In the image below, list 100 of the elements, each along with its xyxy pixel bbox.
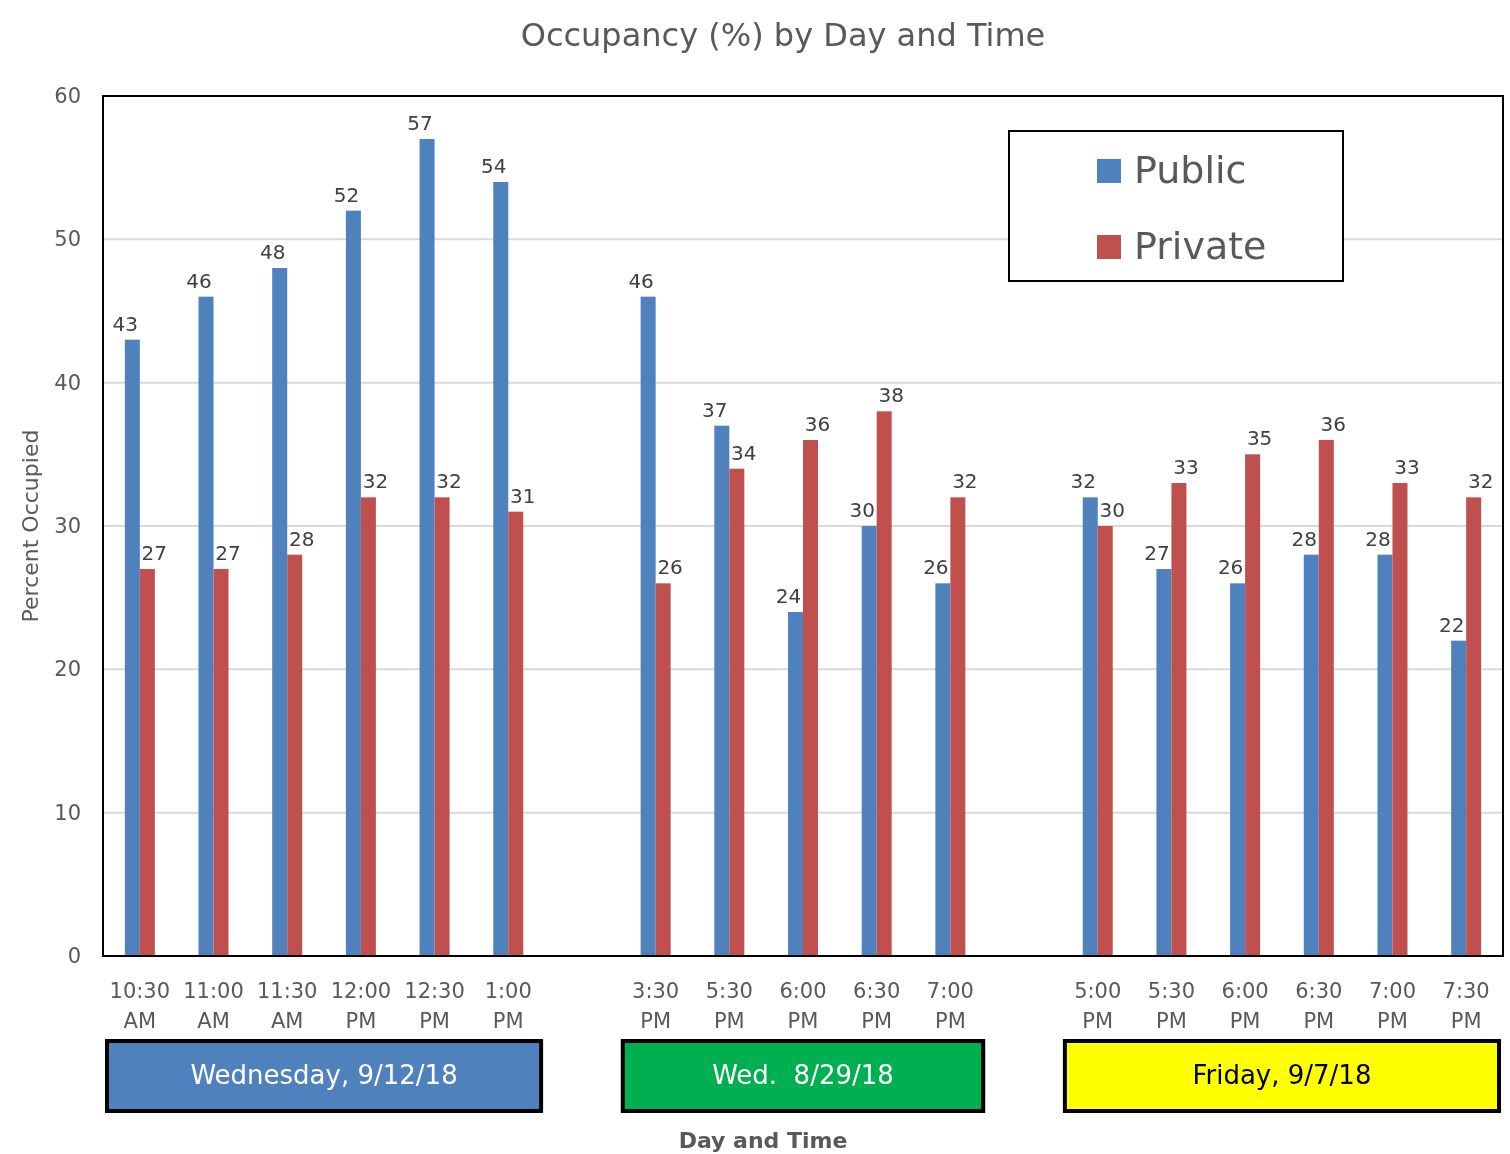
data-label: 26 xyxy=(657,555,683,580)
data-label: 36 xyxy=(1320,412,1347,436)
bar xyxy=(360,497,376,956)
x-tick-label: 6:00 PM xyxy=(1221,979,1269,1033)
data-label: 38 xyxy=(878,383,904,408)
data-label: 24 xyxy=(775,584,802,608)
bar xyxy=(493,182,509,956)
y-tick-label: 10 xyxy=(54,800,81,825)
bar xyxy=(124,339,140,956)
bar xyxy=(861,526,877,956)
data-label: 22 xyxy=(1438,612,1465,637)
data-label: 27 xyxy=(215,541,241,565)
y-axis-title: Percent Occupied xyxy=(18,429,43,623)
bar xyxy=(714,425,730,956)
bar xyxy=(1171,483,1187,956)
bar xyxy=(655,583,671,956)
bar xyxy=(1377,554,1393,956)
x-tick-label: 7:00 PM xyxy=(926,979,974,1033)
bar xyxy=(935,583,951,956)
bar xyxy=(1097,526,1113,956)
data-label: 30 xyxy=(849,498,875,522)
bar xyxy=(508,511,524,956)
bar xyxy=(1156,569,1172,956)
data-label: 32 xyxy=(362,469,389,494)
x-tick-label: 3:30 PM xyxy=(632,979,680,1033)
data-label: 34 xyxy=(731,440,757,465)
data-label: 33 xyxy=(1173,455,1199,479)
y-tick-label: 30 xyxy=(54,514,81,538)
bar xyxy=(1303,554,1319,956)
data-label: 33 xyxy=(1394,455,1420,479)
data-label: 30 xyxy=(1099,498,1125,522)
text: Wed. 8/29/18 xyxy=(712,1060,894,1090)
x-tick-label: 6:30 PM xyxy=(853,979,901,1033)
y-tick-label: 60 xyxy=(54,84,81,108)
bar xyxy=(213,569,229,956)
data-label: 31 xyxy=(510,483,536,508)
x-tick-label: 12:00 PM xyxy=(330,979,392,1033)
data-label: 52 xyxy=(333,182,360,207)
bar xyxy=(876,411,892,956)
x-tick-label: 1:00 PM xyxy=(484,979,532,1033)
x-tick-label: 10:30 AM xyxy=(109,979,171,1033)
bar xyxy=(1230,583,1246,956)
text: Friday, 9/7/18 xyxy=(1192,1060,1372,1090)
bar xyxy=(345,210,361,956)
bar xyxy=(287,554,303,956)
x-tick-label: 12:30 PM xyxy=(404,979,465,1033)
chart-title: Occupancy (%) by Day and Time xyxy=(520,16,1046,54)
data-label: 32 xyxy=(1070,469,1096,494)
x-axis-title: Day and Time xyxy=(678,1128,848,1153)
x-tick-label: 6:30 PM xyxy=(1295,979,1343,1033)
x-tick-label: 11:00 AM xyxy=(183,979,244,1033)
data-label: 57 xyxy=(407,111,433,135)
data-label: 27 xyxy=(1144,541,1170,565)
x-tick-label: 5:00 PM xyxy=(1074,979,1122,1033)
bar xyxy=(729,468,745,956)
data-label: 37 xyxy=(702,397,728,422)
bar xyxy=(198,296,214,956)
x-tick-label: 5:30 PM xyxy=(1147,979,1196,1033)
bar xyxy=(1392,483,1408,956)
bar xyxy=(1466,497,1482,956)
data-label: 28 xyxy=(1291,526,1318,551)
bar xyxy=(788,612,803,956)
bar xyxy=(1451,640,1467,956)
data-label: 48 xyxy=(259,240,286,264)
x-tick-label: 11:30 AM xyxy=(256,979,318,1033)
legend-label: Public xyxy=(1134,148,1247,192)
data-label: 32 xyxy=(1467,469,1494,494)
data-label: 32 xyxy=(952,469,978,494)
y-tick-label: 20 xyxy=(54,657,81,682)
x-tick-label: 7:00 PM xyxy=(1368,979,1417,1033)
bar xyxy=(1245,454,1261,956)
data-label: 46 xyxy=(186,268,212,293)
data-label: 26 xyxy=(1217,555,1244,580)
x-tick-label: 5:30 PM xyxy=(705,979,753,1033)
data-label: 35 xyxy=(1246,426,1273,451)
bar xyxy=(139,569,155,956)
bar xyxy=(950,497,966,956)
bar xyxy=(640,296,656,956)
bar xyxy=(419,139,435,956)
bar xyxy=(1082,497,1098,956)
data-label: 36 xyxy=(804,412,831,436)
bar xyxy=(272,268,288,956)
data-label: 28 xyxy=(1365,526,1391,551)
data-label: 46 xyxy=(628,268,654,293)
y-tick-label: 50 xyxy=(54,227,81,252)
data-label: 32 xyxy=(436,469,462,494)
legend-label: Private xyxy=(1134,224,1267,268)
bar xyxy=(434,497,450,956)
data-label: 28 xyxy=(288,526,315,551)
bar xyxy=(1318,440,1334,956)
data-label: 27 xyxy=(141,541,168,565)
text: Wednesday, 9/12/18 xyxy=(190,1060,458,1090)
data-label: 43 xyxy=(112,311,139,336)
x-tick-label: 6:00 PM xyxy=(779,979,827,1033)
data-label: 26 xyxy=(923,555,949,580)
bar xyxy=(803,440,818,956)
x-tick-label: 7:30 PM xyxy=(1442,979,1490,1033)
y-tick-label: 40 xyxy=(54,370,81,395)
y-tick-label: 0 xyxy=(67,944,81,968)
data-label: 54 xyxy=(481,154,507,178)
